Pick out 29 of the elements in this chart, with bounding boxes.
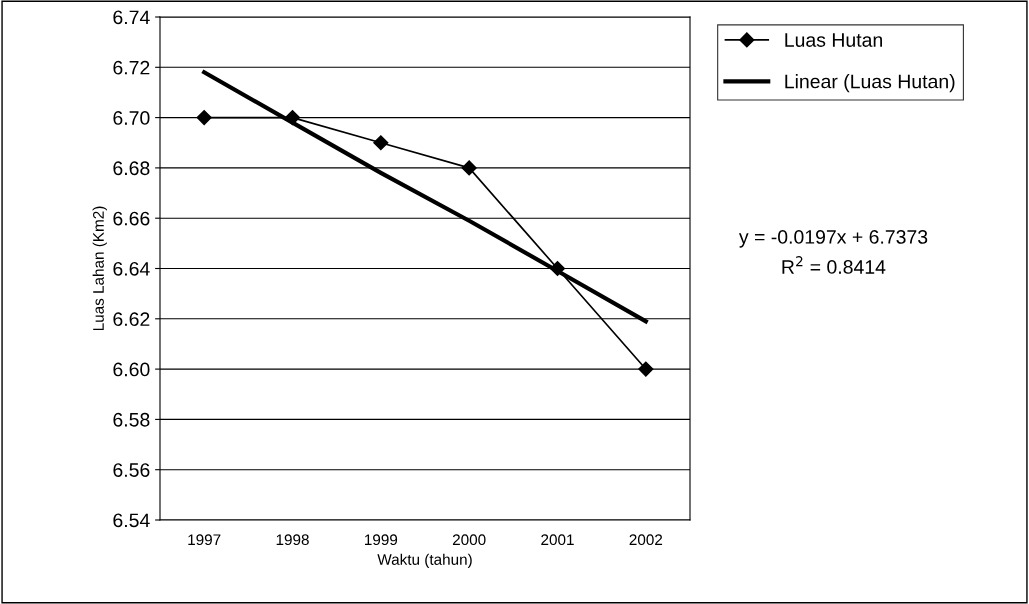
text: R$^{2}$ = 0.8414	[782, 256, 886, 274]
y-tick-label: 6.54	[113, 513, 150, 528]
y-tick-label: 6.74	[113, 10, 150, 25]
point	[638, 361, 654, 377]
x-tick-label: 1997	[188, 534, 221, 546]
x-tick-label: 1998	[276, 534, 309, 546]
y-tick-label: 6.72	[113, 60, 150, 75]
x-tick-label: 2001	[541, 534, 574, 546]
y-tick-label: 6.60	[113, 362, 150, 377]
y-axis-title: Luas Lahan (Km2)	[92, 206, 107, 331]
y-tick-label: 6.56	[113, 463, 150, 477]
text: y = -0.0197x + 6.7373	[738, 230, 928, 248]
x-axis-title: Waktu (tahun)	[377, 553, 472, 568]
point	[196, 110, 212, 126]
point	[373, 135, 389, 151]
y-tick-label: 6.70	[113, 111, 150, 125]
y-tick-label: 6.66	[113, 211, 150, 226]
point	[284, 110, 301, 126]
point	[461, 160, 477, 176]
y-tick-label: 6.64	[113, 261, 150, 276]
legend-label: Linear (Luas Hutan)	[785, 74, 955, 93]
y-tick-label: 6.58	[113, 412, 150, 427]
y-tick-label: 6.62	[113, 312, 150, 327]
x-tick-label: 1999	[365, 534, 398, 546]
x-tick-label: 2000	[452, 534, 486, 546]
point	[549, 260, 566, 277]
y-tick-label: 6.68	[113, 161, 150, 176]
legend-label: Luas Hutan	[785, 33, 882, 47]
x-tick-label: 2002	[629, 534, 663, 546]
